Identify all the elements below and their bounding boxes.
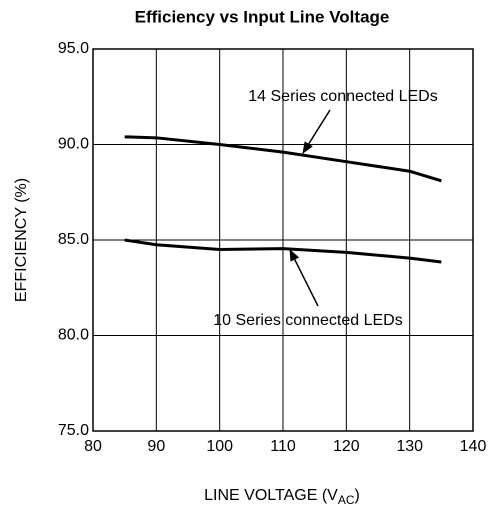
x-tick-label: 100 [206,438,233,455]
y-tick-label: 80.0 [58,327,89,344]
series-line [124,135,442,183]
x-tick-label: 130 [396,438,423,455]
x-tick-label: 140 [460,438,487,455]
annotation-arrow [289,248,319,307]
x-tick-label: 110 [270,438,296,455]
y-tick-label: 75.0 [58,422,89,439]
annotation-arrow [302,109,331,155]
series-annotation: 14 Series connected LEDs [248,88,437,105]
x-tick-label: 80 [84,438,102,455]
y-tick-label: 85.0 [58,231,89,248]
x-tick-label: 120 [333,438,360,455]
x-axis-label: LINE VOLTAGE (VAC) [204,487,360,507]
y-tick-label: 90.0 [58,136,89,153]
y-tick-label: 95.0 [58,40,89,57]
y-axis-label: EFFICIENCY (%) [13,178,30,302]
series-annotation: 10 Series connected LEDs [213,312,402,329]
series-line [124,238,442,264]
x-tick-label: 90 [147,438,165,455]
chart-title: Efficiency vs Input Line Voltage [135,7,390,26]
